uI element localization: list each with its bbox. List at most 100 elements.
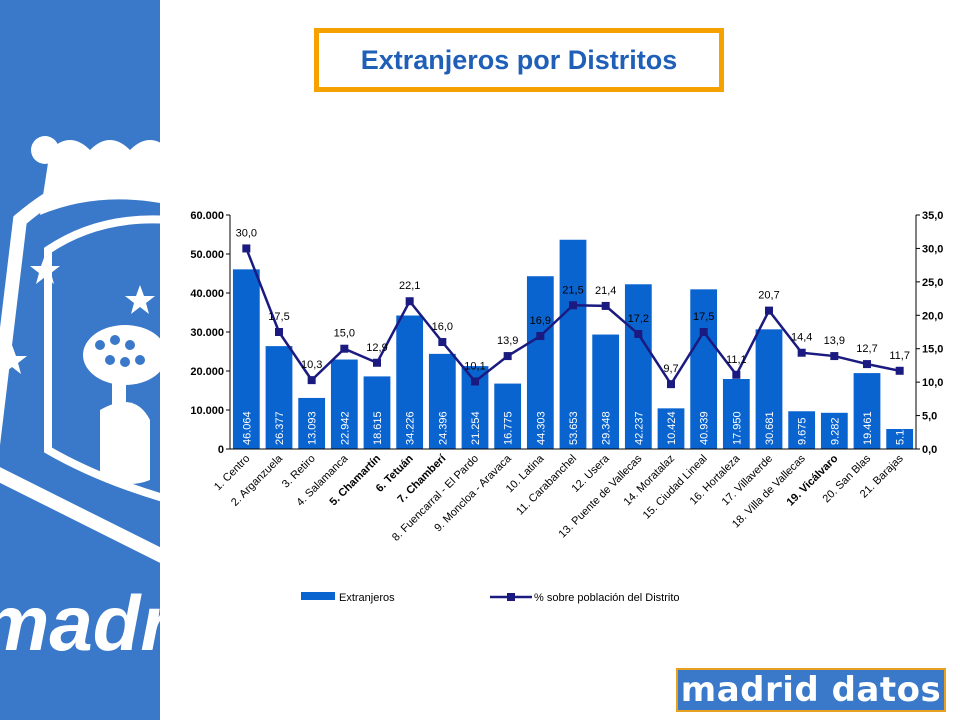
percentage-point-17 [765,306,773,315]
percentage-label: 16,0 [432,321,453,333]
percentage-label: 21,5 [562,284,583,296]
bar-value-label: 16.775 [503,411,515,445]
bar-value-label: 17.950 [731,411,743,445]
bar-value-label: 26.377 [274,411,286,445]
percentage-label: 20,7 [758,290,779,302]
percentage-point-5 [373,358,381,367]
percentage-point-19 [830,352,839,361]
percentage-point-7 [438,338,447,347]
percentage-label: 15,0 [334,328,355,340]
percentage-point-9 [503,352,512,361]
bar-5 [363,376,391,449]
bar-4 [330,359,358,449]
percentage-point-4 [340,344,349,353]
chart-title: Extranjeros por Distritos [360,44,678,75]
bar-2 [265,346,293,449]
bar-value-label: 21.254 [470,411,482,445]
bar-value-label: 22.942 [339,411,351,445]
madrid-coat-of-arms-logo: madrid [0,136,160,667]
percentage-label: 21,4 [595,285,616,297]
bar-value-label: 53.653 [568,411,580,445]
percentage-label: 10,1 [464,360,485,372]
bar-value-label: 9.282 [829,417,841,445]
bar-19 [820,412,848,449]
percentage-point-20 [863,360,871,369]
legend-bar-label: Extranjeros [339,592,395,604]
percentage-label: 9,7 [663,363,678,375]
bar-value-label: 13.093 [307,411,319,445]
bar-11 [559,239,587,449]
bar-13 [624,284,652,449]
brand-text: madrid datos [680,670,942,710]
bar-12 [592,334,620,449]
percentage-label: 22,1 [399,280,420,292]
bar-16 [722,378,750,449]
bar-value-label: 30.681 [764,411,776,445]
bar-value-label: 40.939 [699,411,711,445]
right-axis-tick-label: 15,0 [922,344,943,356]
percentage-point-2 [275,328,283,336]
madrid-logo-band: madrid [0,0,160,720]
bar-value-label: 29.348 [601,411,613,445]
percentage-point-8 [471,377,479,386]
bar-6 [396,315,424,449]
bar-10 [526,276,554,449]
percentage-label: 13,9 [497,335,518,347]
percentage-point-13 [634,330,643,339]
left-axis-tick-label: 60.000 [190,210,224,222]
bar-17 [755,329,783,449]
percentage-point-10 [536,332,545,341]
percentage-label: 14,4 [791,332,812,344]
right-axis-tick-label: 10,0 [922,377,943,389]
bar-1 [232,269,260,449]
percentage-point-3 [307,376,316,385]
percentage-label: 17,5 [268,311,289,323]
bar-value-label: 34.226 [405,411,417,445]
percentage-point-11 [569,301,577,310]
percentage-label: 12,7 [856,343,877,355]
left-axis-tick-label: 30.000 [190,327,224,339]
percentage-label: 17,2 [628,313,649,325]
percentage-point-1 [242,244,251,253]
bar-9 [494,383,522,449]
percentage-point-18 [797,348,806,357]
bar-value-label: 18.615 [372,411,384,445]
madrid-datos-brand: madrid datos [676,668,946,712]
madrid-logo-text: madrid [0,579,160,667]
percentage-label: 16,9 [530,315,551,327]
legend-line-marker [507,593,515,601]
bar-value-label: 44.303 [535,411,547,445]
chart-title-box: Extranjeros por Distritos [314,28,724,92]
percentage-label: 11,7 [889,350,910,362]
percentage-point-12 [601,301,610,310]
percentage-point-21 [895,366,904,375]
left-axis-tick-label: 10.000 [190,405,224,417]
legend-line-label: % sobre población del Distrito [534,592,680,604]
category-label: 11. Carabanchel [514,453,579,518]
legend-bar-swatch [301,592,335,600]
bar-value-label: 46.064 [241,411,253,445]
percentage-point-15 [699,328,708,336]
percentage-point-14 [667,380,675,389]
bar-21 [886,428,914,449]
left-axis-tick-label: 50.000 [190,249,224,261]
bar-3 [298,397,326,449]
right-axis-tick-label: 0,0 [922,444,937,456]
percentage-label: 11,1 [726,354,747,366]
left-axis-tick-label: 20.000 [190,366,224,378]
bar-value-label: 19.461 [862,411,874,445]
percentage-label: 30,0 [236,227,257,239]
percentage-point-16 [732,370,741,379]
left-axis-tick-label: 40.000 [190,288,224,300]
right-axis-tick-label: 20,0 [922,310,943,322]
right-axis-tick-label: 25,0 [922,277,943,289]
bar-7 [428,353,456,449]
right-axis-tick-label: 35,0 [922,210,943,222]
bar-value-label: 10.424 [666,411,678,445]
bar-value-label: 24.396 [437,411,449,445]
percentage-label: 10,3 [301,359,322,371]
bar-15 [690,289,718,449]
percentage-label: 17,5 [693,311,714,323]
right-axis-tick-label: 30,0 [922,243,943,255]
foreigners-by-district-chart: 46.064 26.377 13.093 22.942 18.615 34.226 24.3… [190,210,943,604]
